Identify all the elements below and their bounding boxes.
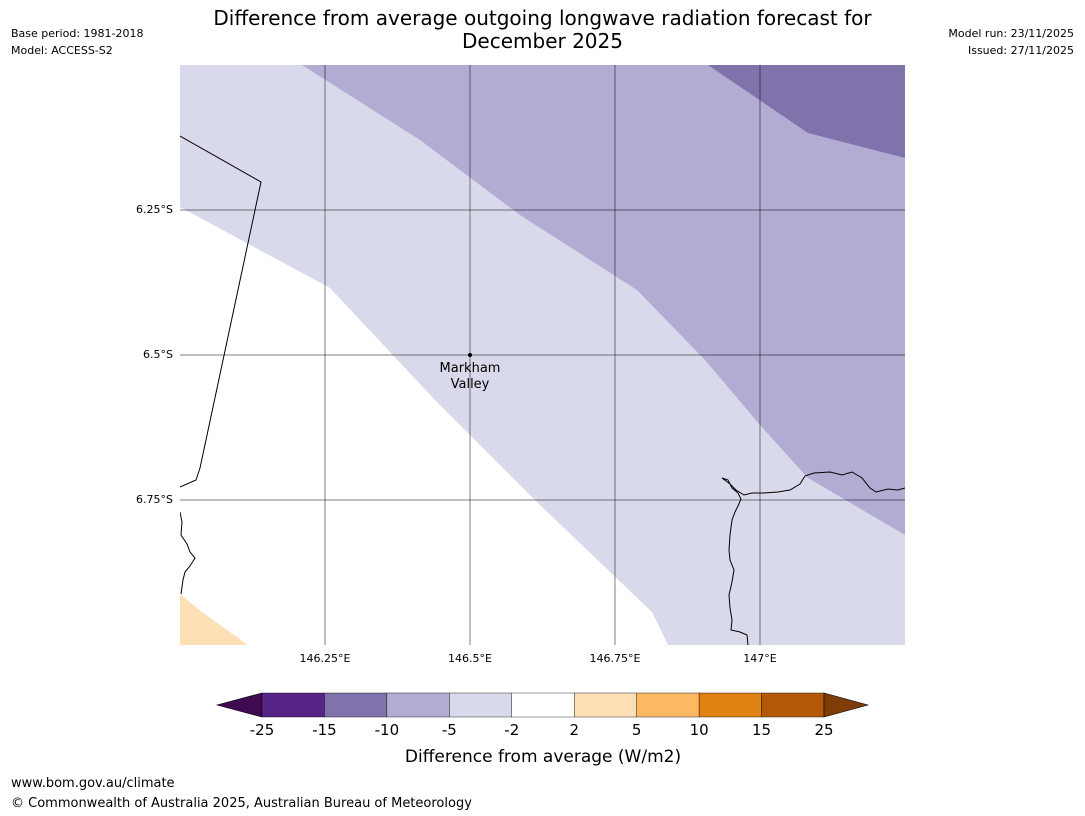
lat-tick-labels: 6.25°S 6.5°S 6.75°S [136,203,173,506]
lon-label-147: 147°E [743,652,776,665]
colorbar-tick-label: 25 [814,721,833,739]
chart-title-line2: December 2025 [462,29,623,53]
model-text: Model: ACCESS-S2 [11,44,113,57]
colorbar-extend-low [215,692,263,718]
issued-text: Issued: 27/11/2025 [967,44,1074,57]
province-border [180,135,262,488]
colorbar-tick-label: -15 [312,721,337,739]
boundaries [180,135,905,645]
colorbar-tick-label: 2 [569,721,579,739]
chart-title: Difference from average outgoing longwav… [180,7,905,53]
colorbar-tick-label: -2 [504,721,519,739]
meta-right: Model run: 23/11/2025 Issued: 27/11/2025 [948,25,1074,59]
colorbar-segment [386,692,450,718]
lon-label-146-5: 146.5°E [448,652,492,665]
colorbar-segment [761,692,825,718]
base-period-text: Base period: 1981-2018 [11,27,144,40]
colorbar-segment [574,692,637,718]
colorbar-extend-high [823,692,870,718]
lat-label-6-25: 6.25°S [136,203,173,216]
markham-valley-dot[interactable] [468,353,472,357]
footer-copyright: © Commonwealth of Australia 2025, Austra… [11,796,472,811]
footer-url[interactable]: www.bom.gov.au/climate [11,776,175,791]
colorbar-segment [636,692,700,718]
lat-label-6-75: 6.75°S [136,493,173,506]
meta-left: Base period: 1981-2018 Model: ACCESS-S2 [11,25,143,59]
band-2-to-5 [180,594,248,645]
lon-tick-labels: 146.25°E 146.5°E 146.75°E 147°E [300,652,777,665]
band-minus15-to-minus10 [708,65,905,158]
lat-label-6-5: 6.5°S [143,348,173,361]
colorbar-tick-labels: -25 -15 -10 -5 -2 2 5 10 15 25 [250,721,834,739]
chart-title-line1: Difference from average outgoing longwav… [213,6,872,30]
colorbar-segment [511,692,575,718]
colorbar-tick-label: 10 [690,721,709,739]
lon-label-146-75: 146.75°E [590,652,641,665]
colorbar-tick-label: -25 [250,721,275,739]
colorbar-segment [449,692,512,718]
map-plot-area: Markham Valley [180,65,905,645]
west-coastline [180,511,196,595]
colorbar-segment [698,692,762,718]
colorbar-tick-label: -5 [442,721,457,739]
colorbar-segment [261,692,325,718]
band-minus10-to-minus5 [302,65,905,535]
colorbar-tick-label: 5 [632,721,642,739]
colorbar-title: Difference from average (W/m2) [405,747,681,767]
place-marker: Markham Valley [440,353,501,392]
colorbar-tick-label: 15 [752,721,771,739]
colorbar-tick-label: -10 [375,721,400,739]
place-label-line1: Markham [440,361,501,376]
model-run-text: Model run: 23/11/2025 [948,27,1074,40]
colorbar [215,692,870,718]
colorbar-segment [324,692,388,718]
lon-label-146-25: 146.25°E [300,652,351,665]
place-label-line2: Valley [451,377,490,392]
huon-gulf-coastline [721,471,905,645]
